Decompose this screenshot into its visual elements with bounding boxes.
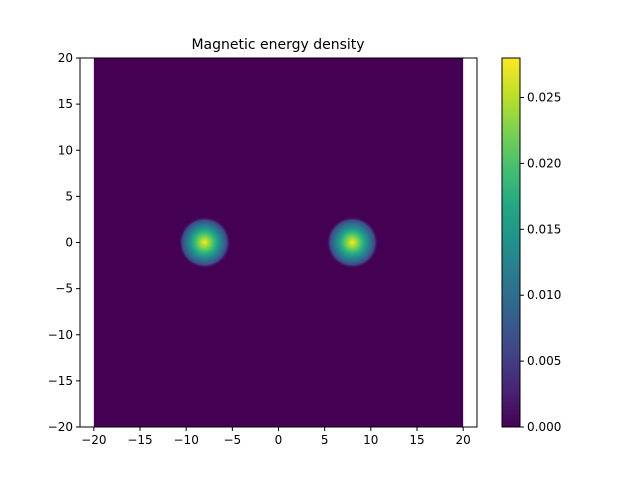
energy-peak-2 (326, 216, 379, 269)
y-tick-label: 20 (58, 51, 73, 65)
x-tick-label: −20 (81, 433, 106, 447)
x-tick-label: 20 (456, 433, 471, 447)
peaks-layer (178, 216, 379, 269)
colorbar-tick-label: 0.025 (527, 91, 561, 105)
x-tick-label: −5 (223, 433, 241, 447)
colorbar-gradient (501, 57, 521, 428)
heatmap-background (93, 58, 464, 427)
x-tick-label: 10 (363, 433, 378, 447)
y-tick-label: −15 (48, 374, 73, 388)
colorbar-tick-label: 0.020 (527, 156, 561, 170)
x-tick-label: 0 (275, 433, 283, 447)
colorbar-ticks: 0.000 0.005 0.010 0.015 0.020 0.025 (520, 91, 561, 434)
y-tick-label: 10 (58, 143, 73, 157)
energy-peak-1 (178, 216, 231, 269)
colorbar-tick-label: 0.005 (527, 354, 561, 368)
colorbar-tick-label: 0.010 (527, 288, 561, 302)
chart-title: Magnetic energy density (191, 37, 364, 53)
x-tick-label: 15 (409, 433, 424, 447)
colorbar-tick-label: 0.015 (527, 222, 561, 236)
y-tick-label: −20 (48, 420, 73, 434)
colorbar-tick-label: 0.000 (527, 420, 561, 434)
plot-area (79, 57, 478, 428)
y-tick-label: −10 (48, 328, 73, 342)
y-tick-label: −5 (55, 282, 73, 296)
y-axis: −20 −15 −10 −5 0 5 10 15 20 (48, 51, 80, 434)
x-tick-label: −15 (127, 433, 152, 447)
x-tick-label: −10 (174, 433, 199, 447)
y-tick-label: 0 (65, 236, 73, 250)
y-tick-label: 5 (65, 189, 73, 203)
colorbar: 0.000 0.005 0.010 0.015 0.020 0.025 (501, 57, 561, 434)
x-tick-label: 5 (321, 433, 329, 447)
y-tick-label: 15 (58, 97, 73, 111)
x-axis: −20 −15 −10 −5 0 5 10 15 20 (81, 427, 471, 447)
